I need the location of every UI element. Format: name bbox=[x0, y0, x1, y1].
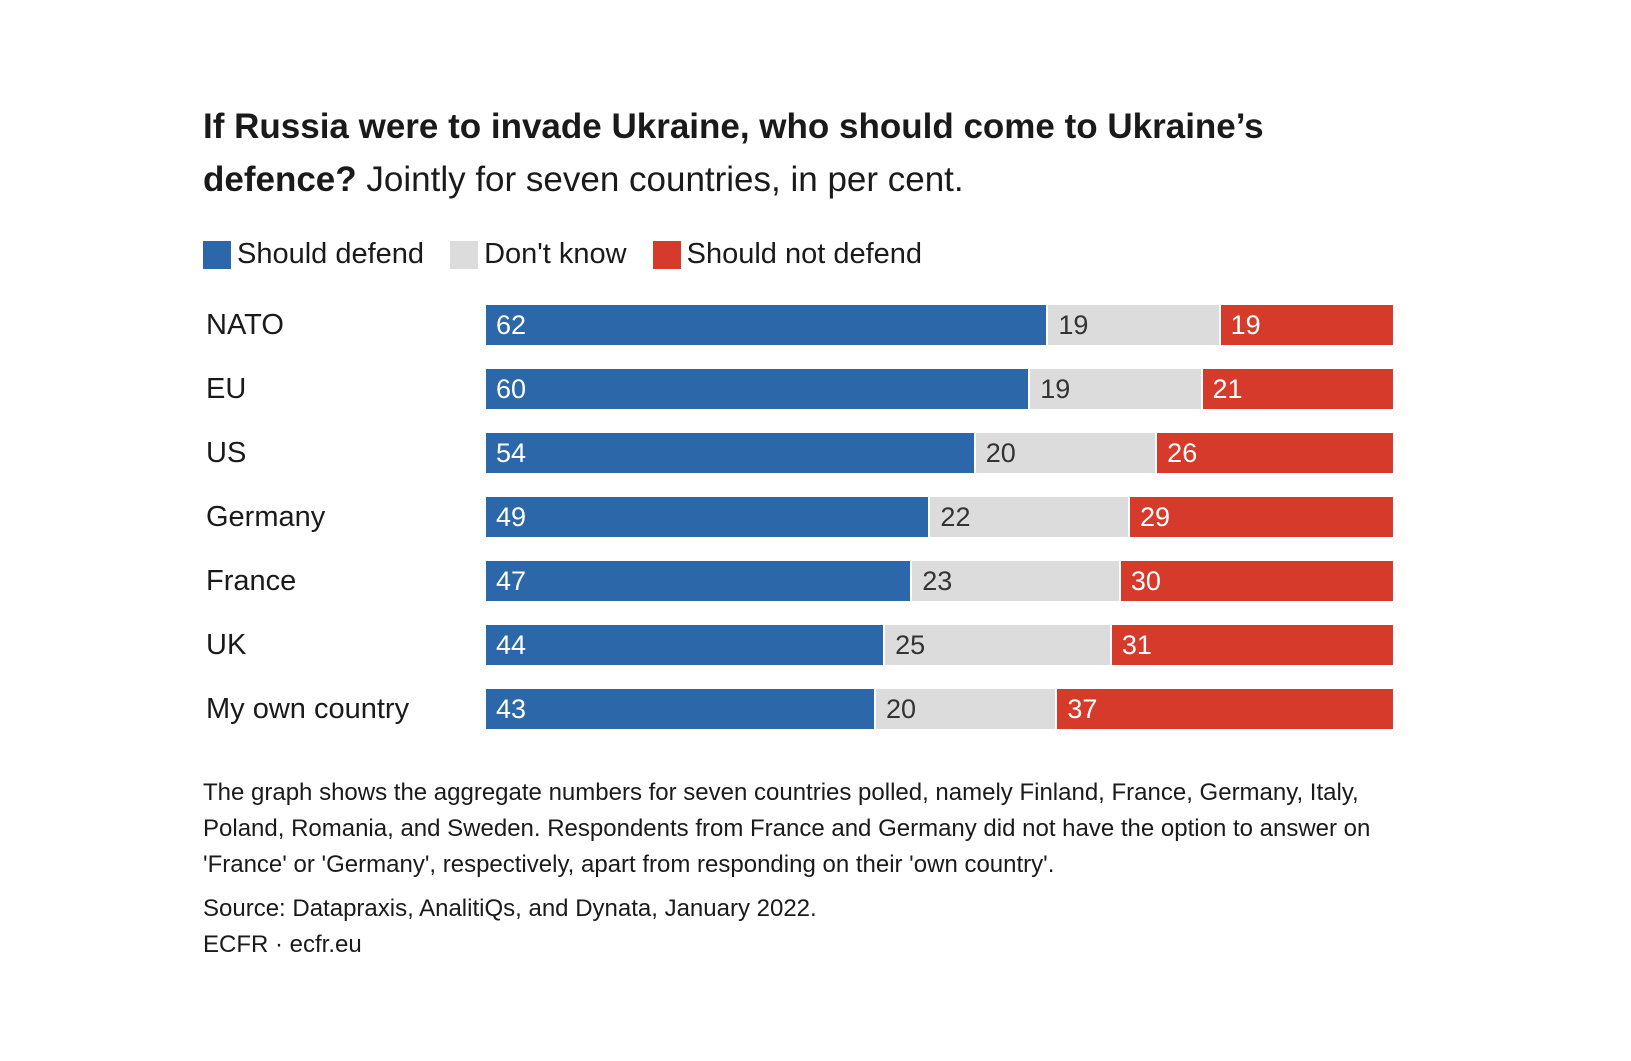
data-label-not-defend-nato: 19 bbox=[1230, 309, 1261, 340]
bar-defend-us: 54 bbox=[486, 433, 974, 473]
row-label-us: US bbox=[206, 437, 247, 469]
row-label-germany: Germany bbox=[206, 501, 326, 533]
row-label-france: France bbox=[206, 565, 297, 597]
data-label-defend-nato: 62 bbox=[496, 309, 527, 340]
data-label-defend-my-own-country: 43 bbox=[496, 693, 527, 724]
bar-defend-nato: 62 bbox=[486, 305, 1047, 345]
bar-not-defend-my-own-country: 37 bbox=[1057, 689, 1393, 729]
bar-not-defend-nato: 19 bbox=[1220, 305, 1393, 345]
data-label-not-defend-us: 26 bbox=[1167, 437, 1198, 468]
row-label-nato: NATO bbox=[206, 309, 284, 341]
data-label-defend-us: 54 bbox=[496, 437, 527, 468]
bar-defend-eu: 60 bbox=[486, 369, 1029, 409]
data-label-dont-know-france: 23 bbox=[922, 565, 953, 596]
bar-dont-know-eu: 19 bbox=[1030, 369, 1201, 409]
bar-dont-know-france: 23 bbox=[912, 561, 1119, 601]
bar-defend-my-own-country: 43 bbox=[486, 689, 874, 729]
source-text: Source: Datapraxis, AnalitiQs, and Dynat… bbox=[203, 895, 817, 922]
data-label-not-defend-uk: 31 bbox=[1121, 629, 1152, 660]
bar-not-defend-germany: 29 bbox=[1129, 497, 1393, 537]
legend-label-dont-know: Don't know bbox=[484, 238, 627, 270]
data-label-not-defend-germany: 29 bbox=[1139, 501, 1171, 532]
data-label-dont-know-eu: 19 bbox=[1040, 373, 1071, 404]
bar-not-defend-us: 26 bbox=[1157, 433, 1393, 473]
data-label-dont-know-nato: 19 bbox=[1058, 309, 1089, 340]
legend-item-should-defend: Should defend bbox=[203, 238, 424, 271]
data-label-dont-know-my-own-country: 20 bbox=[886, 693, 917, 724]
footnote-text: The graph shows the aggregate numbers fo… bbox=[203, 779, 1371, 878]
chart-title-subtitle: Jointly for seven countries, in per cent… bbox=[366, 160, 964, 199]
chart-container: If Russia were to invade Ukraine, who sh… bbox=[203, 100, 1423, 958]
bar-defend-uk: 44 bbox=[486, 625, 884, 665]
legend-swatch-should-not-defend bbox=[652, 240, 681, 269]
data-label-dont-know-uk: 25 bbox=[895, 629, 926, 660]
data-label-not-defend-eu: 21 bbox=[1212, 373, 1243, 404]
bar-not-defend-france: 30 bbox=[1120, 561, 1393, 601]
chart-title: If Russia were to invade Ukraine, who sh… bbox=[203, 100, 1383, 206]
row-label-my-own-country: My own country bbox=[206, 693, 410, 725]
bar-not-defend-uk: 31 bbox=[1111, 625, 1393, 665]
bar-plot: NATO 62 19 19 EU 60 19 21 US 54 20 26 Germany 49 22 29 F… bbox=[203, 305, 1423, 735]
bar-defend-germany: 49 bbox=[486, 497, 929, 537]
data-label-defend-uk: 44 bbox=[496, 629, 527, 660]
bar-dont-know-germany: 22 bbox=[930, 497, 1128, 537]
bar-dont-know-my-own-country: 20 bbox=[876, 689, 1056, 729]
data-label-not-defend-france: 30 bbox=[1130, 565, 1161, 596]
row-label-eu: EU bbox=[206, 373, 247, 405]
data-label-not-defend-my-own-country: 37 bbox=[1067, 693, 1098, 724]
credit-text: ECFR · ecfr.eu bbox=[203, 931, 362, 958]
legend-swatch-dont-know bbox=[450, 240, 479, 269]
legend-item-dont-know: Don't know bbox=[450, 238, 627, 271]
data-label-dont-know-us: 20 bbox=[985, 437, 1016, 468]
bar-dont-know-nato: 19 bbox=[1048, 305, 1219, 345]
legend-label-should-not-defend: Should not defend bbox=[686, 238, 923, 270]
bar-defend-france: 47 bbox=[486, 561, 911, 601]
bar-dont-know-uk: 25 bbox=[885, 625, 1110, 665]
row-label-uk: UK bbox=[206, 629, 247, 661]
bar-not-defend-eu: 21 bbox=[1202, 369, 1393, 409]
chart-title-bold: If Russia were to invade Ukraine, who sh… bbox=[203, 107, 1264, 199]
footnotes: The graph shows the aggregate numbers fo… bbox=[203, 775, 1423, 963]
data-label-defend-france: 47 bbox=[496, 565, 527, 596]
legend-label-should-defend: Should defend bbox=[237, 238, 425, 270]
legend: Should defend Don't know Should not defe… bbox=[203, 238, 948, 271]
data-label-dont-know-germany: 22 bbox=[940, 501, 971, 532]
bar-dont-know-us: 20 bbox=[975, 433, 1156, 473]
legend-swatch-should-defend bbox=[203, 240, 231, 269]
data-label-defend-germany: 49 bbox=[496, 501, 527, 532]
data-label-defend-eu: 60 bbox=[496, 373, 527, 404]
legend-item-should-not-defend: Should not defend bbox=[652, 238, 923, 271]
